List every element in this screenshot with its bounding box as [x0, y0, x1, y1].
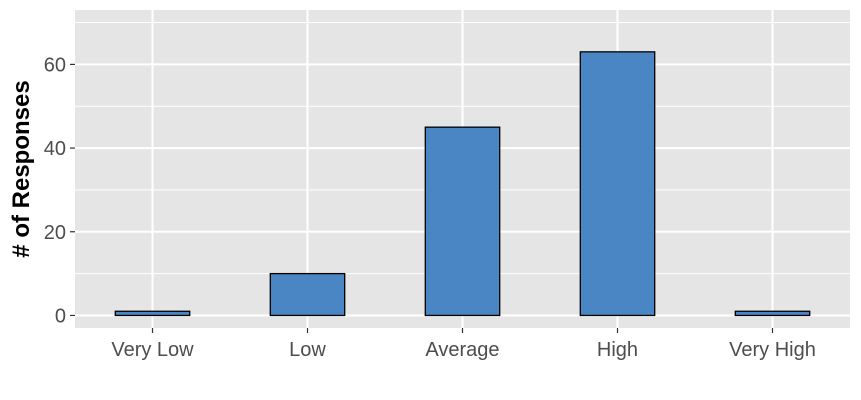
x-axis-ticks: Very Low Low Average High Very High	[111, 328, 816, 361]
y-axis-ticks: 0 20 40 60	[44, 54, 75, 327]
bar-high	[579, 51, 656, 317]
y-tick-label: 0	[55, 305, 66, 327]
bar-very-low	[114, 310, 191, 317]
bars	[114, 51, 811, 317]
y-tick-label: 40	[44, 138, 66, 160]
x-tick-label: Very Low	[111, 339, 194, 361]
bar-average	[424, 126, 501, 317]
y-axis-title: # of Responses	[8, 80, 35, 257]
x-tick-label: Very High	[729, 339, 816, 361]
bar-low	[269, 272, 346, 317]
y-tick-label: 20	[44, 222, 66, 244]
x-tick-label: Low	[289, 339, 326, 361]
y-tick-label: 60	[44, 54, 66, 76]
x-tick-label: High	[597, 339, 638, 361]
x-tick-label: Average	[425, 339, 499, 361]
bar-very-high	[734, 310, 811, 317]
